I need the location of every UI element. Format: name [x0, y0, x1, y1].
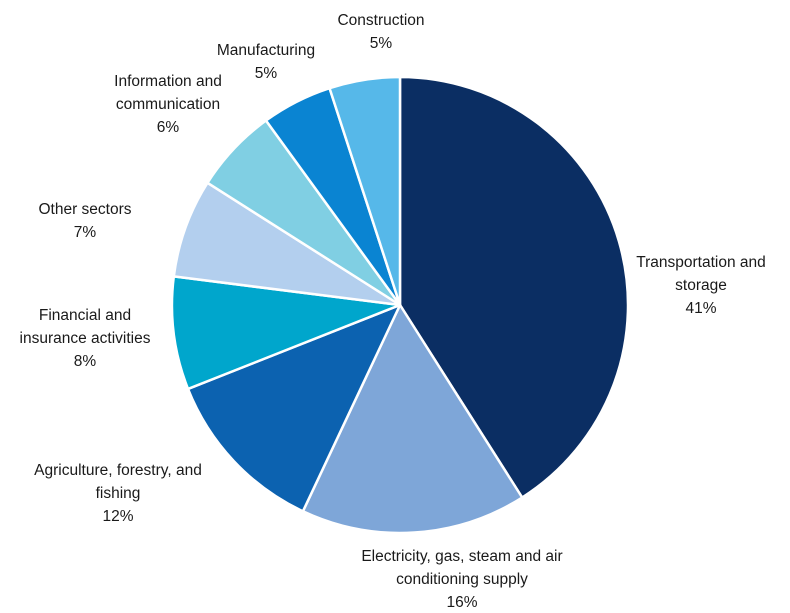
slice-category-label: fishing	[96, 485, 141, 502]
slice-label-6: Information and communication 6%	[114, 73, 222, 136]
slice-category-label: Financial and	[39, 307, 131, 324]
pie-labels: Transportation and storage 41% Electricity,…	[20, 12, 766, 611]
pie-slice-4	[170, 275, 402, 391]
slice-label-5: Other sectors 7%	[38, 201, 131, 241]
slice-value-label: 5%	[370, 35, 393, 52]
slice-value-label: 8%	[74, 353, 97, 370]
slice-category-label: insurance activities	[20, 330, 151, 347]
pie-slice-2	[301, 303, 524, 535]
slice-value-label: 5%	[255, 65, 278, 82]
pie-slice-8	[328, 75, 402, 307]
slice-label-1: Transportation and storage 41%	[636, 254, 766, 317]
slice-category-label: Construction	[337, 12, 424, 29]
slice-value-label: 16%	[446, 594, 477, 611]
slice-category-label: Other sectors	[38, 201, 131, 218]
slice-label-8: Construction 5%	[337, 12, 424, 52]
slice-label-2: Electricity, gas, steam and air condition…	[361, 548, 562, 611]
pie-slice-1	[398, 75, 630, 499]
slice-value-label: 12%	[102, 508, 133, 525]
slice-value-label: 7%	[74, 224, 97, 241]
slice-category-label: Manufacturing	[217, 42, 315, 59]
pie-slices	[170, 75, 630, 535]
slice-category-label: storage	[675, 277, 727, 294]
slice-category-label: communication	[116, 96, 220, 113]
slice-value-label: 41%	[685, 300, 716, 317]
slice-category-label: Information and	[114, 73, 222, 90]
slice-category-label: Electricity, gas, steam and air	[361, 548, 562, 565]
slice-category-label: Agriculture, forestry, and	[34, 462, 202, 479]
slice-category-label: Transportation and	[636, 254, 766, 271]
slice-value-label: 6%	[157, 119, 180, 136]
slice-category-label: conditioning supply	[396, 571, 528, 588]
pie-slice-3	[186, 303, 402, 513]
slice-label-4: Financial and insurance activities 8%	[20, 307, 151, 370]
slice-label-3: Agriculture, forestry, and fishing 12%	[34, 462, 202, 525]
slice-label-7: Manufacturing 5%	[217, 42, 315, 82]
